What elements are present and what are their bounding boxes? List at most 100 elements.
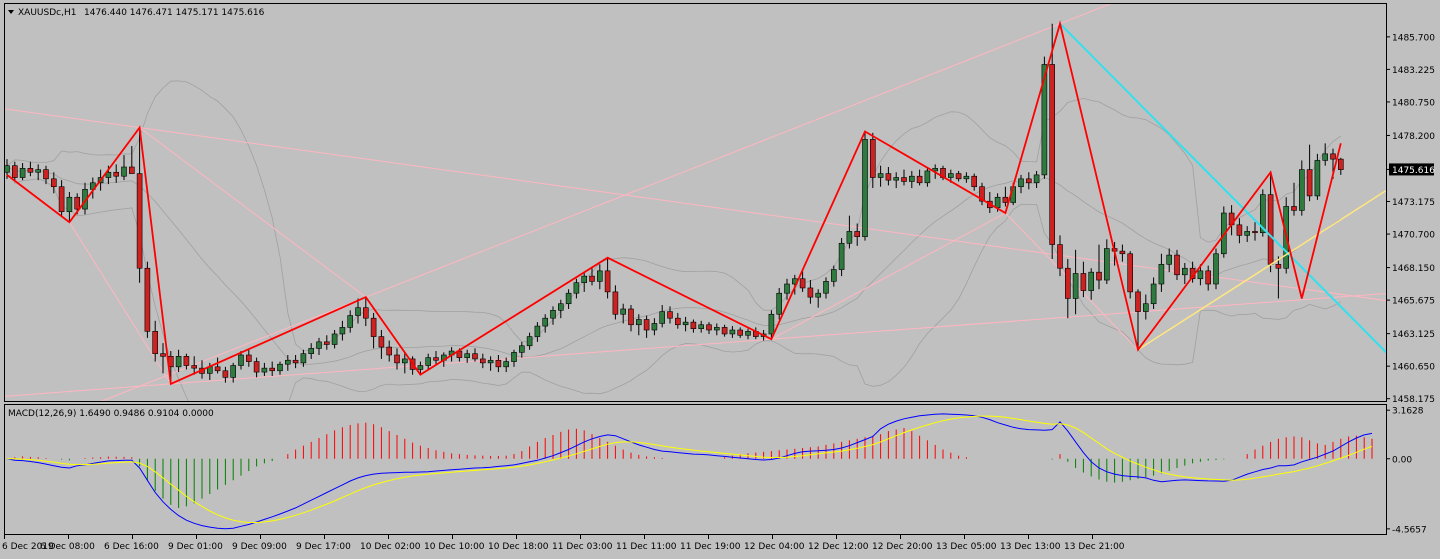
- candle: [830, 265, 837, 287]
- candle: [191, 356, 197, 375]
- signal-line: [7, 415, 1373, 523]
- channel-lower-line: [5, 292, 1386, 397]
- candle: [495, 354, 502, 373]
- candle-body: [129, 166, 135, 174]
- candle-body: [815, 292, 822, 298]
- candle-body: [378, 336, 385, 348]
- candle: [916, 169, 923, 186]
- candle-body: [846, 231, 853, 244]
- candle: [214, 357, 221, 374]
- price-tick-label: 1465.675: [1392, 297, 1435, 307]
- candle-body: [612, 291, 619, 315]
- candle: [893, 172, 900, 189]
- price-tick-label: 1483.225: [1392, 66, 1435, 76]
- macd-plot-area[interactable]: [6, 413, 1373, 530]
- candle: [815, 289, 822, 308]
- candle-body: [916, 175, 923, 184]
- candle: [534, 322, 541, 342]
- candle-body: [323, 341, 330, 345]
- candle-body: [316, 341, 322, 349]
- candle: [1252, 222, 1258, 241]
- time-tick-label: 10 Dec 10:00: [424, 542, 485, 552]
- candle: [854, 223, 861, 246]
- current-price-label: 1475.616: [1392, 166, 1435, 176]
- candle: [799, 270, 806, 292]
- candle-body: [253, 361, 260, 373]
- price-tick-label: 1468.150: [1392, 264, 1435, 274]
- symbol-dropdown-icon[interactable]: [8, 10, 14, 14]
- candle-body: [355, 307, 361, 316]
- candle-body: [1150, 283, 1157, 305]
- time-tick-label: 10 Dec 18:00: [488, 542, 549, 552]
- candle: [160, 343, 166, 374]
- candle-body: [542, 317, 549, 327]
- candle-body: [386, 346, 393, 356]
- candle-body: [214, 366, 221, 372]
- time-tick-label: 6 Dec 16:00: [104, 542, 159, 552]
- price-plot-area[interactable]: [0, 0, 1434, 474]
- candle-body: [160, 353, 166, 357]
- candle-body: [1049, 64, 1055, 245]
- candle-body: [932, 168, 939, 172]
- zigzag-line: [6, 20, 1342, 386]
- candle: [1158, 253, 1165, 292]
- candle-body: [768, 313, 775, 335]
- candle-body: [1275, 263, 1282, 269]
- candle: [659, 305, 666, 328]
- candle: [971, 173, 978, 191]
- candle: [682, 316, 689, 332]
- candle: [175, 349, 182, 373]
- candle-body: [823, 281, 829, 294]
- candle-body: [885, 173, 892, 181]
- candle: [713, 323, 720, 336]
- ohlc-values: 1476.440 1476.471 1475.171 1475.616: [84, 8, 265, 18]
- price-axis: 1485.700 1483.225 1480.750 1478.200 1475.616…: [1386, 33, 1435, 405]
- candle: [300, 349, 307, 367]
- candle: [417, 361, 424, 375]
- candle-body: [1002, 196, 1009, 203]
- candle: [152, 320, 158, 362]
- candle: [807, 280, 814, 304]
- candle-body: [136, 173, 143, 269]
- candle-body: [854, 231, 861, 237]
- candle-body: [222, 370, 229, 378]
- candle: [1182, 262, 1188, 285]
- candle-body: [971, 175, 978, 188]
- candle-body: [557, 303, 564, 311]
- candle-body: [19, 168, 26, 178]
- candle-body: [1291, 206, 1297, 211]
- candle: [737, 327, 744, 338]
- candle: [955, 170, 962, 182]
- candle: [979, 182, 985, 206]
- candle: [378, 330, 385, 359]
- macd-panel-frame: [4, 404, 1387, 535]
- candle-body: [417, 365, 424, 370]
- candle: [261, 362, 268, 377]
- candle-body: [246, 354, 252, 362]
- time-tick-label: 12 Dec 12:00: [808, 542, 869, 552]
- candle: [620, 303, 627, 324]
- candle: [1049, 23, 1055, 260]
- candle-body: [1174, 254, 1180, 276]
- candle-body: [362, 307, 369, 319]
- candle: [635, 314, 642, 336]
- price-tick-label: 1478.200: [1392, 132, 1435, 142]
- candle-body: [581, 275, 588, 283]
- candle-body: [1197, 270, 1204, 280]
- candle: [503, 357, 510, 373]
- channel-early-lower: [68, 221, 172, 385]
- macd-tick-label: -4.5657: [1392, 525, 1427, 535]
- candle: [1306, 144, 1313, 202]
- candle-body: [433, 357, 439, 361]
- candle-body: [43, 169, 49, 180]
- candle: [43, 165, 49, 185]
- candle: [433, 351, 439, 365]
- candle-body: [807, 287, 814, 298]
- candle: [1080, 261, 1087, 298]
- candle-body: [893, 177, 900, 181]
- candle-body: [1033, 174, 1040, 184]
- time-tick-label: 13 Dec 13:00: [1000, 542, 1061, 552]
- candle: [355, 298, 361, 324]
- candle-body: [401, 358, 408, 364]
- candle: [472, 348, 478, 362]
